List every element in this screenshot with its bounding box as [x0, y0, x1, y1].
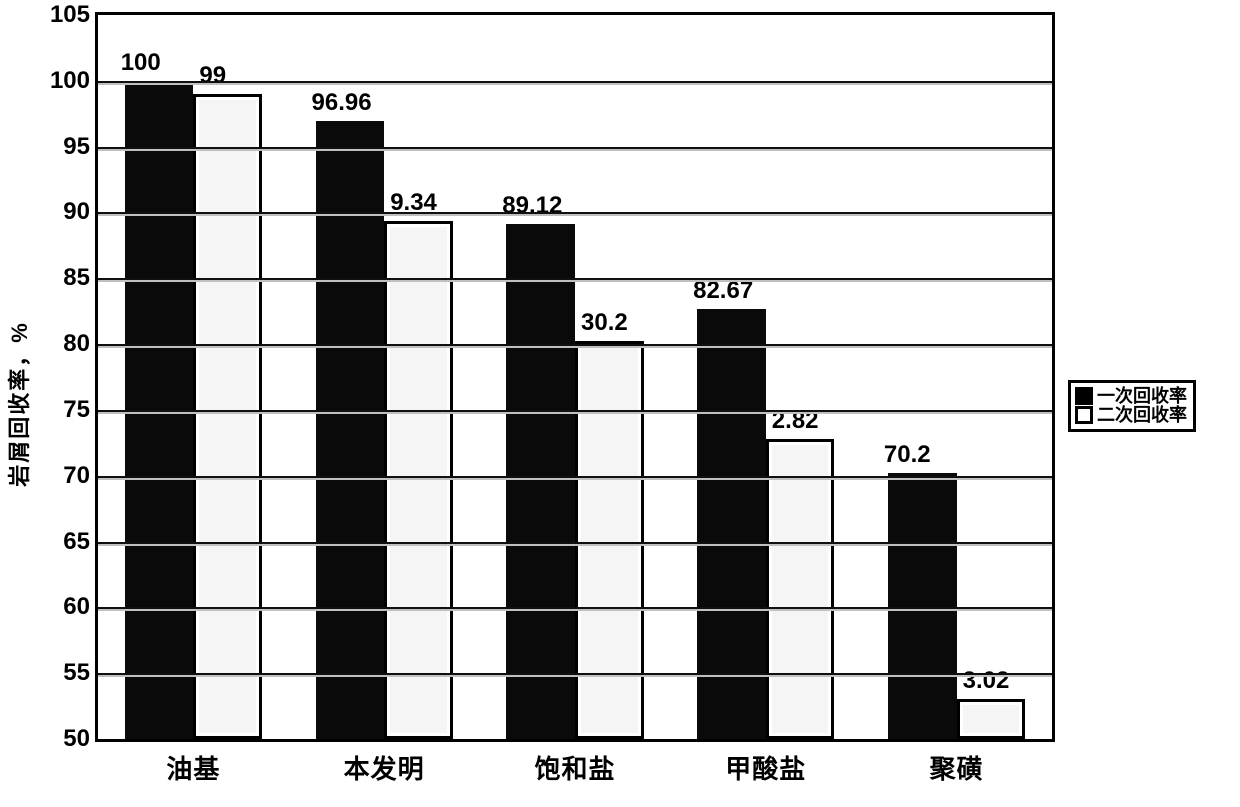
y-tick: 80 [63, 330, 90, 358]
y-tick: 100 [50, 67, 90, 95]
x-tick: 油基 [166, 749, 220, 786]
y-tick: 95 [63, 133, 90, 161]
bar-primary [506, 224, 575, 739]
legend-swatch-secondary [1075, 406, 1093, 424]
value-label: 30.2 [581, 309, 628, 337]
x-tick: 本发明 [344, 749, 425, 786]
bars-layer: 1009996.969.3489.1230.282.672.8270.23.02 [98, 15, 1052, 739]
legend-swatch-primary [1075, 387, 1093, 405]
y-tick: 75 [63, 396, 90, 424]
y-tick: 65 [63, 528, 90, 556]
x-tick: 聚磺 [930, 749, 984, 786]
y-tick: 105 [50, 1, 90, 29]
bar-secondary [766, 439, 835, 739]
y-tick: 85 [63, 264, 90, 292]
legend-row: 一次回收率 [1075, 387, 1187, 406]
x-tick: 甲酸盐 [725, 749, 806, 786]
chart-container: 岩屑回收率，% 1009996.969.3489.1230.282.672.82… [0, 0, 1240, 807]
plot-area: 1009996.969.3489.1230.282.672.8270.23.02… [95, 12, 1055, 742]
bar-secondary [384, 221, 453, 739]
bar-secondary [575, 341, 644, 739]
y-tick: 60 [63, 593, 90, 621]
y-tick: 70 [63, 462, 90, 490]
legend-label-0: 一次回收率 [1097, 387, 1187, 406]
value-label: 100 [121, 49, 161, 77]
y-tick: 90 [63, 198, 90, 226]
value-label: 3.02 [963, 667, 1010, 695]
value-label: 70.2 [884, 441, 931, 469]
bar-primary [888, 473, 957, 739]
y-tick: 55 [63, 659, 90, 687]
legend-label-1: 二次回收率 [1097, 406, 1187, 425]
bar-secondary [193, 94, 262, 739]
legend-row: 二次回收率 [1075, 406, 1187, 425]
legend: 一次回收率 二次回收率 [1068, 380, 1196, 432]
bar-secondary [957, 699, 1026, 739]
value-label: 96.96 [312, 89, 372, 117]
y-tick: 50 [63, 725, 90, 753]
value-label: 99 [199, 62, 226, 90]
x-tick: 饱和盐 [534, 749, 615, 786]
y-axis-label: 岩屑回收率，% [2, 321, 34, 487]
